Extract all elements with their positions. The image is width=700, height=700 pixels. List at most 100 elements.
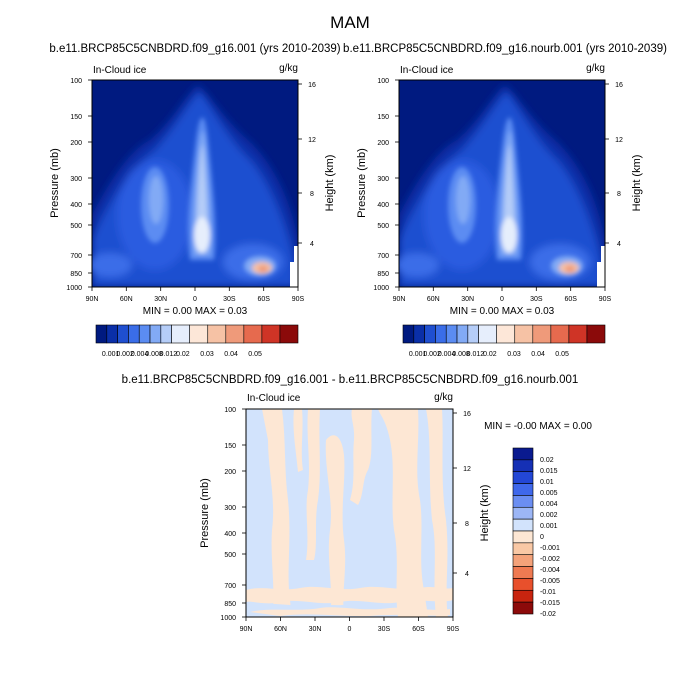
colorbar-box (512, 495, 534, 508)
colorbar-label: 0.05 (248, 351, 262, 358)
colorbar-label: 0.04 (224, 351, 238, 358)
y-tick-label: 700 (70, 253, 82, 260)
y2-tick-label: 8 (310, 191, 314, 198)
x-tick-label: 0 (193, 296, 197, 303)
panel-1: b.e11.BRCP85C5CNBDRD.f09_g16.001 (yrs 20… (49, 43, 341, 358)
colorbar-box (279, 324, 299, 344)
colorbar-label: 0.002 (540, 512, 558, 519)
colorbar-label: 0.01 (540, 479, 554, 486)
x-tick-label: 60S (257, 296, 270, 303)
panel-2-colorbar-labels: 0.001 0.002 0.004 0.008 0.012 0.02 0.03 … (409, 351, 569, 358)
x-tick-label: 90S (447, 626, 460, 633)
panel-2-y-ticks: 100 150 200 300 400 500 700 850 1000 (373, 78, 389, 292)
colorbar-label: 0.02 (483, 351, 497, 358)
panel-1-left-label: In-Cloud ice (93, 65, 147, 76)
y-tick-label: 150 (377, 114, 389, 121)
panel-1-y-ticks: 100 150 200 300 400 500 700 850 1000 (66, 78, 82, 292)
x-tick-label: 60S (564, 296, 577, 303)
panel-3-x-ticks: 90N 60N 30N 0 30S 60S 90S (240, 626, 460, 633)
x-tick-label: 60S (412, 626, 425, 633)
y-tick-label: 300 (70, 176, 82, 183)
panel-1-title: b.e11.BRCP85C5CNBDRD.f09_g16.001 (yrs 20… (49, 43, 340, 55)
colorbar-box (225, 324, 245, 344)
x-tick-label: 30S (378, 626, 391, 633)
colorbar-label: 0.04 (531, 351, 545, 358)
colorbar-box (496, 324, 516, 344)
panel-3-y-ticks: 100 150 200 300 400 500 700 850 1000 (220, 407, 236, 622)
panel-2: b.e11.BRCP85C5CNBDRD.f09_g16.nourb.001 (… (343, 43, 667, 358)
x-tick-label: 60N (427, 296, 440, 303)
panel-1-ylabel: Pressure (mb) (49, 148, 61, 218)
colorbar-box (514, 324, 534, 344)
panel-3-y2-ticks: 4 8 12 16 (463, 411, 471, 578)
y-tick-label: 100 (377, 78, 389, 85)
y2-tick-label: 16 (463, 411, 471, 418)
colorbar-box (512, 483, 534, 496)
colorbar-box (243, 324, 263, 344)
colorbar-box (568, 324, 588, 344)
colorbar-label: 0.004 (438, 351, 456, 358)
colorbar-label: -0.002 (540, 556, 560, 563)
panel-3-field (246, 409, 453, 617)
y-tick-label: 150 (224, 443, 236, 450)
colorbar-box (478, 324, 498, 344)
panel-1-right-label: g/kg (279, 63, 298, 74)
colorbar-box (149, 324, 162, 344)
colorbar-box (95, 324, 108, 344)
colorbar-label: 0.012 (160, 351, 178, 358)
colorbar-label: 0.02 (176, 351, 190, 358)
y-tick-label: 200 (224, 469, 236, 476)
colorbar-box (402, 324, 415, 344)
panel-3-colorbar (512, 447, 534, 615)
panel-3-minmax: MIN = -0.00 MAX = 0.00 (484, 421, 592, 432)
y2-tick-label: 8 (465, 521, 469, 528)
colorbar-label: 0.002 (116, 351, 134, 358)
x-tick-label: 90S (599, 296, 612, 303)
colorbar-label: 0.03 (200, 351, 214, 358)
colorbar-label: 0.05 (555, 351, 569, 358)
x-tick-label: 60N (120, 296, 133, 303)
panel-1-x-ticks: 90N 60N 30N 0 30S 60S 90S (86, 296, 305, 303)
colorbar-box (512, 530, 534, 544)
x-tick-label: 90N (240, 626, 253, 633)
panel-2-ylabel-right: Height (km) (631, 155, 643, 212)
colorbar-box (160, 324, 172, 344)
y2-tick-label: 16 (308, 82, 316, 89)
y-tick-label: 100 (224, 407, 236, 414)
x-tick-label: 0 (348, 626, 352, 633)
y-tick-label: 500 (377, 223, 389, 230)
panel-3-title: b.e11.BRCP85C5CNBDRD.f09_g16.001 - b.e11… (122, 374, 579, 386)
y2-tick-label: 4 (310, 241, 314, 248)
panel-3-left-label: In-Cloud ice (247, 393, 301, 404)
x-tick-label: 60N (274, 626, 287, 633)
panel-2-minmax: MIN = 0.00 MAX = 0.03 (450, 306, 555, 317)
y2-tick-label: 12 (308, 137, 316, 144)
colorbar-label: -0.005 (540, 578, 560, 585)
colorbar-box (117, 324, 129, 344)
panel-3-colorbar-labels: 0.02 0.015 0.01 0.005 0.004 0.002 0.001 … (540, 457, 560, 618)
figure-title: MAM (330, 13, 370, 32)
y-tick-label: 500 (224, 552, 236, 559)
colorbar-box (512, 471, 534, 484)
colorbar-box (171, 324, 191, 344)
colorbar-box (189, 324, 209, 344)
colorbar-box (586, 324, 606, 344)
y2-tick-label: 4 (465, 571, 469, 578)
colorbar-label: -0.02 (540, 611, 556, 618)
y-tick-label: 150 (70, 114, 82, 121)
x-tick-label: 30N (461, 296, 474, 303)
colorbar-label: 0.015 (540, 468, 558, 475)
y-tick-label: 1000 (373, 285, 389, 292)
colorbar-label: 0.002 (423, 351, 441, 358)
colorbar-box (467, 324, 479, 344)
y-tick-label: 1000 (66, 285, 82, 292)
y-tick-label: 400 (70, 202, 82, 209)
colorbar-box (128, 324, 140, 344)
colorbar-box (512, 506, 534, 520)
panel-3-ylabel-right: Height (km) (479, 485, 491, 542)
colorbar-box (138, 324, 151, 344)
colorbar-label: 0 (540, 534, 544, 541)
x-tick-label: 30S (223, 296, 236, 303)
y-tick-label: 200 (377, 140, 389, 147)
panel-1-field (92, 80, 298, 287)
